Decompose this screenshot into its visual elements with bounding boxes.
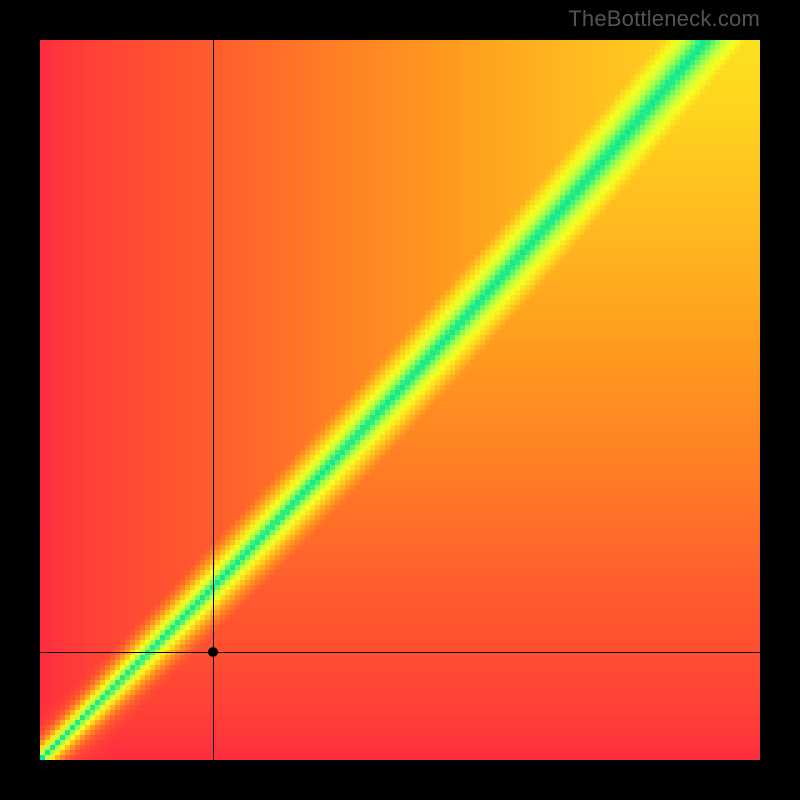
watermark-text: TheBottleneck.com [568, 6, 760, 32]
plot-area[interactable] [40, 40, 760, 760]
crosshair-horizontal [40, 652, 760, 653]
selection-point[interactable] [208, 647, 218, 657]
figure-outer: TheBottleneck.com [0, 0, 800, 800]
